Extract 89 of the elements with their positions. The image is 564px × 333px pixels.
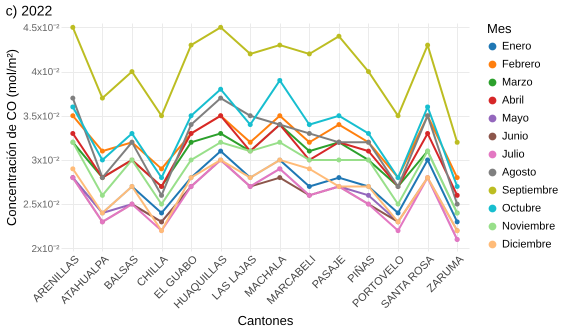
point xyxy=(100,148,105,154)
point xyxy=(425,157,430,162)
y-tick-label: 2.5x10⁻² xyxy=(23,200,60,211)
point xyxy=(248,51,253,56)
y-tick-label: 4x10⁻² xyxy=(31,67,60,78)
legend-label: Julio xyxy=(502,148,525,160)
point xyxy=(159,175,164,180)
point xyxy=(306,184,312,189)
y-tick-label: 4.5x10⁻² xyxy=(23,22,60,34)
point xyxy=(218,86,224,92)
legend-label: Mayo xyxy=(502,112,529,124)
point xyxy=(100,192,105,198)
legend-label: Junio xyxy=(502,130,528,142)
point xyxy=(277,175,282,180)
y-tick-label: 3.5x10⁻² xyxy=(23,111,60,122)
legend-label: Marzo xyxy=(502,76,533,88)
point xyxy=(425,104,430,110)
point xyxy=(454,175,460,180)
point xyxy=(277,113,282,118)
point xyxy=(248,113,253,118)
point xyxy=(306,166,312,172)
point xyxy=(454,192,460,198)
y-tick-label: 3x10⁻² xyxy=(31,155,60,166)
point xyxy=(188,113,194,118)
point xyxy=(70,166,76,172)
chart-title: c) 2022 xyxy=(6,2,53,18)
legend-label: Noviembre xyxy=(502,220,556,232)
point xyxy=(159,113,164,118)
legend-label: Febrero xyxy=(502,58,541,70)
y-axis-title: Concentración de CO (mol/m²) xyxy=(4,49,20,226)
point xyxy=(336,175,342,180)
point xyxy=(159,210,164,216)
point xyxy=(306,122,312,128)
point xyxy=(454,219,460,224)
point xyxy=(454,202,460,207)
point xyxy=(70,24,76,30)
point xyxy=(70,104,76,110)
point xyxy=(188,140,194,145)
legend-label: Diciembre xyxy=(502,238,552,250)
point xyxy=(70,130,76,136)
point xyxy=(336,122,342,128)
point xyxy=(159,202,164,207)
point xyxy=(277,78,282,83)
point xyxy=(188,122,194,128)
point xyxy=(188,157,194,162)
point xyxy=(306,130,312,136)
point xyxy=(336,113,342,118)
point xyxy=(218,96,224,101)
point xyxy=(277,140,282,145)
point xyxy=(218,24,224,30)
point xyxy=(336,34,342,39)
point xyxy=(100,157,105,162)
legend-label: Agosto xyxy=(502,166,536,178)
point xyxy=(248,122,253,128)
legend-label: Abril xyxy=(502,94,524,106)
legend-title: Mes xyxy=(487,21,512,36)
x-axis-title: Cantones xyxy=(238,312,294,328)
point xyxy=(248,140,253,145)
point xyxy=(366,130,371,136)
point xyxy=(129,69,134,74)
legend-label: Octubre xyxy=(502,202,542,214)
point xyxy=(70,113,76,118)
point xyxy=(366,148,371,154)
point xyxy=(218,130,224,136)
point xyxy=(159,166,164,172)
legend-label: Enero xyxy=(502,40,532,52)
point xyxy=(336,157,342,162)
point xyxy=(218,140,224,145)
point xyxy=(100,96,105,101)
point xyxy=(70,96,76,101)
point xyxy=(396,210,401,216)
point xyxy=(306,148,312,154)
point xyxy=(159,192,164,198)
point xyxy=(277,42,282,48)
point xyxy=(396,113,401,118)
point xyxy=(396,202,401,207)
point xyxy=(188,42,194,48)
point xyxy=(396,228,401,234)
point xyxy=(306,140,312,145)
point xyxy=(306,51,312,56)
point xyxy=(218,148,224,154)
point xyxy=(454,184,460,189)
point xyxy=(454,140,460,145)
y-tick-label: 2x10⁻² xyxy=(31,244,60,255)
point xyxy=(129,130,134,136)
point xyxy=(366,69,371,74)
legend-label: Septiembre xyxy=(502,184,558,196)
point xyxy=(425,130,430,136)
point xyxy=(366,192,371,198)
